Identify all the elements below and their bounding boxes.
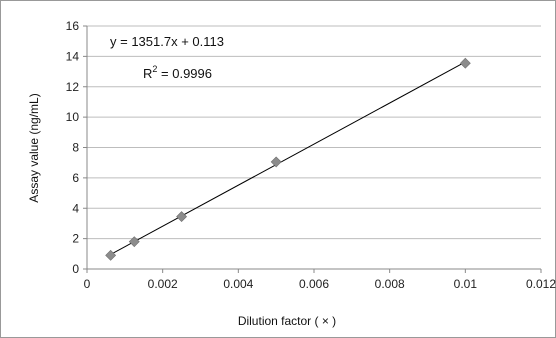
y-tick-label: 10: [66, 110, 80, 124]
x-tick-label: 0.012: [526, 277, 556, 291]
trendline: [110, 61, 466, 255]
data-point: [105, 249, 117, 261]
y-tick-label: 12: [66, 80, 80, 94]
data-point: [128, 236, 140, 248]
y-tick-label: 4: [72, 201, 79, 215]
x-tick-label: 0.01: [454, 277, 478, 291]
data-point: [459, 57, 471, 69]
data-point: [270, 156, 282, 168]
data-point: [176, 211, 188, 223]
r2-superscript: 2: [152, 64, 157, 74]
r2-prefix: R: [143, 66, 152, 81]
x-tick-label: 0.004: [223, 277, 253, 291]
trendline-r2: R2 = 0.9996: [143, 64, 212, 81]
y-tick-label: 6: [72, 171, 79, 185]
r2-value: = 0.9996: [157, 66, 212, 81]
y-tick-label: 16: [66, 19, 80, 33]
points-layer: [105, 57, 471, 261]
ticks-layer: 0 2 4 6 8 10 12 14 16 0 0.002 0.004 0.006 0.008 0.01 0.…: [66, 19, 556, 291]
x-tick-label: 0.006: [299, 277, 329, 291]
x-tick-label: 0: [84, 277, 91, 291]
x-tick-label: 0.002: [148, 277, 178, 291]
x-tick-label: 0.008: [375, 277, 405, 291]
y-axis-title: Assay value (ng/mL): [27, 93, 41, 202]
y-tick-label: 0: [72, 262, 79, 276]
trendline-equation: y = 1351.7x + 0.113: [110, 34, 224, 49]
y-tick-label: 14: [66, 49, 80, 63]
x-axis-title: Dilution factor ( × ): [238, 314, 336, 328]
grid-layer: [87, 25, 541, 240]
y-tick-label: 8: [72, 141, 79, 155]
trendline-layer: [110, 61, 466, 255]
y-tick-label: 2: [72, 232, 79, 246]
